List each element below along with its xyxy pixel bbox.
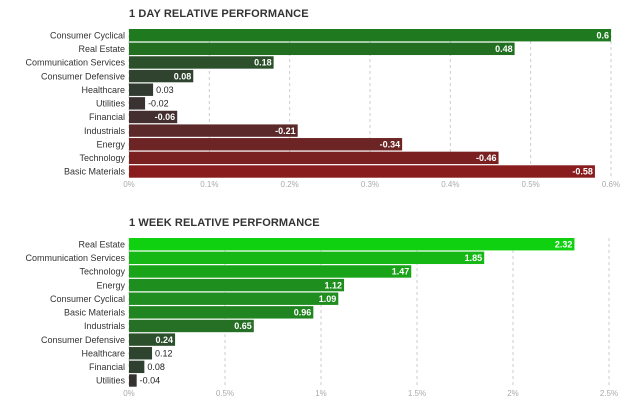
x-tick-label: 0.2% bbox=[281, 180, 299, 189]
category-label: Financial bbox=[89, 112, 125, 122]
bar bbox=[129, 138, 403, 151]
bar bbox=[129, 251, 485, 265]
bar bbox=[129, 333, 176, 346]
bar bbox=[129, 238, 575, 251]
category-label: Industrials bbox=[84, 321, 126, 331]
bar bbox=[129, 56, 274, 69]
x-tick-label: 0.3% bbox=[361, 180, 379, 189]
category-label: Consumer Defensive bbox=[41, 71, 125, 81]
value-label: 0.08 bbox=[174, 71, 192, 81]
day-performance-plot: 0% 0.1% 0.2% 0.3% 0.4% 0.5% 0.6% Consumer Cycli… bbox=[25, 29, 620, 189]
x-tick-label: 2% bbox=[507, 389, 519, 398]
category-label: Financial bbox=[89, 362, 125, 372]
x-tick-label: 0.4% bbox=[441, 180, 459, 189]
value-label: 1.47 bbox=[392, 267, 410, 277]
category-label: Real Estate bbox=[78, 239, 125, 249]
value-label: 0.12 bbox=[155, 348, 173, 358]
x-tick-label: 0% bbox=[123, 180, 135, 189]
bar bbox=[129, 97, 146, 110]
category-label: Consumer Cyclical bbox=[50, 30, 125, 40]
value-label: 2.32 bbox=[555, 239, 573, 249]
value-label: 0.03 bbox=[156, 85, 174, 95]
bar bbox=[129, 151, 499, 165]
value-label: 0.6 bbox=[596, 30, 609, 40]
category-label: Consumer Defensive bbox=[41, 335, 125, 345]
value-label: -0.02 bbox=[148, 99, 169, 109]
bar bbox=[129, 110, 178, 124]
category-label: Consumer Cyclical bbox=[50, 294, 125, 304]
x-tick-label: 0.5% bbox=[522, 180, 540, 189]
category-label: Communication Services bbox=[25, 58, 125, 68]
x-tick-label: 0% bbox=[123, 389, 135, 398]
value-label: 0.96 bbox=[294, 308, 312, 318]
bar bbox=[129, 29, 611, 42]
bar bbox=[129, 124, 298, 137]
bar bbox=[129, 374, 137, 387]
value-label: -0.21 bbox=[275, 126, 296, 136]
value-label: 0.18 bbox=[254, 58, 272, 68]
chart-title: 1 DAY RELATIVE PERFORMANCE bbox=[129, 8, 309, 20]
day-performance-chart: 1 DAY RELATIVE PERFORMANCE 0% 0.1% 0.2% 0.3… bbox=[0, 0, 628, 200]
bar bbox=[129, 347, 153, 360]
value-label: 1.85 bbox=[465, 253, 483, 263]
bar bbox=[129, 83, 154, 96]
value-label: -0.04 bbox=[140, 376, 161, 386]
bar bbox=[129, 360, 145, 374]
category-label: Utilities bbox=[96, 99, 126, 109]
category-label: Technology bbox=[79, 153, 125, 163]
x-tick-label: 2.5% bbox=[600, 389, 618, 398]
x-tick-label: 1.5% bbox=[408, 389, 426, 398]
category-label: Technology bbox=[79, 267, 125, 277]
bar bbox=[129, 42, 515, 56]
value-label: -0.46 bbox=[476, 153, 497, 163]
category-label: Basic Materials bbox=[64, 308, 126, 318]
bar bbox=[129, 306, 314, 319]
value-label: 0.08 bbox=[147, 362, 165, 372]
x-tick-label: 0.1% bbox=[200, 180, 218, 189]
value-label: 1.09 bbox=[319, 294, 337, 304]
value-label: 1.12 bbox=[325, 280, 343, 290]
x-tick-label: 0.6% bbox=[602, 180, 620, 189]
bar bbox=[129, 69, 194, 83]
value-label: -0.06 bbox=[155, 112, 176, 122]
value-label: 0.24 bbox=[156, 335, 174, 345]
category-label: Basic Materials bbox=[64, 167, 126, 177]
bar bbox=[129, 165, 595, 178]
category-label: Industrials bbox=[84, 126, 126, 136]
category-label: Healthcare bbox=[81, 85, 125, 95]
value-label: 0.48 bbox=[495, 44, 513, 54]
bar bbox=[129, 292, 339, 305]
value-label: -0.58 bbox=[572, 167, 593, 177]
category-label: Energy bbox=[96, 139, 125, 149]
chart-title: 1 WEEK RELATIVE PERFORMANCE bbox=[129, 217, 320, 229]
x-tick-label: 0.5% bbox=[216, 389, 234, 398]
bar bbox=[129, 319, 254, 333]
value-label: -0.34 bbox=[380, 139, 401, 149]
bar bbox=[129, 278, 345, 292]
category-label: Real Estate bbox=[78, 44, 125, 54]
category-label: Healthcare bbox=[81, 348, 125, 358]
category-label: Energy bbox=[96, 280, 125, 290]
category-label: Utilities bbox=[96, 376, 126, 386]
category-label: Communication Services bbox=[25, 253, 125, 263]
bar bbox=[129, 265, 412, 278]
x-tick-label: 1% bbox=[315, 389, 327, 398]
value-label: 0.65 bbox=[234, 321, 252, 331]
